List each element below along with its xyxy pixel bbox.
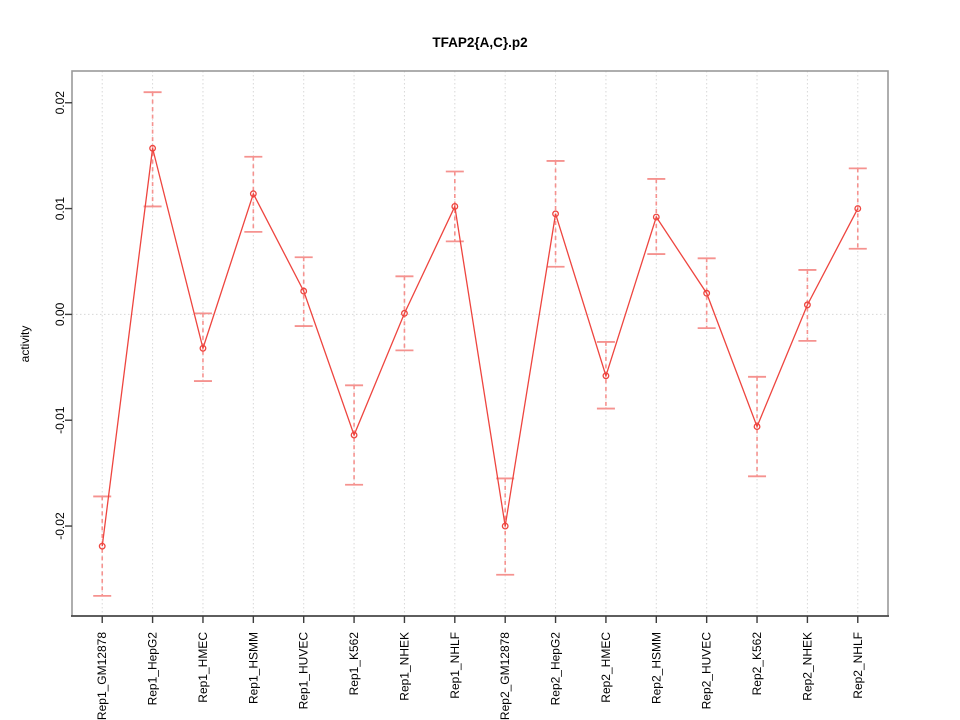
- data-point: [350, 431, 358, 439]
- data-point: [501, 522, 509, 530]
- x-tick-label: Rep1_HSMM: [246, 632, 260, 704]
- data-point: [602, 372, 610, 380]
- data-point: [98, 542, 106, 550]
- y-tick-label: -0.02: [53, 512, 67, 540]
- x-tick-label: Rep1_NHEK: [397, 632, 411, 701]
- data-point: [300, 287, 308, 295]
- y-axis-label: activity: [18, 326, 32, 363]
- data-point: [854, 205, 862, 213]
- series-line: [101, 148, 859, 547]
- data-point: [400, 309, 408, 317]
- chart-title: TFAP2{A,C}.p2: [432, 35, 527, 50]
- x-tick-label: Rep2_K562: [750, 632, 764, 696]
- data-point: [552, 210, 560, 218]
- x-tick-label: Rep1_HMEC: [196, 632, 210, 703]
- x-tick-label: Rep2_HUVEC: [700, 632, 714, 710]
- x-tick-label: Rep1_HepG2: [146, 632, 160, 706]
- x-tick-label: Rep2_GM12878: [498, 632, 512, 720]
- x-tick-label: Rep1_GM12878: [95, 632, 109, 720]
- x-tick-label: Rep1_NHLF: [448, 632, 462, 699]
- data-point: [149, 144, 157, 152]
- data-point: [249, 190, 257, 198]
- x-tick-label: Rep1_K562: [347, 632, 361, 696]
- x-tick-label: Rep2_HepG2: [549, 632, 563, 706]
- plot-area: -0.02 -0.01 0.00 0.01 0.02 Rep1_GM12878 Rep1_H…: [53, 70, 889, 720]
- plot-box: [71, 70, 889, 617]
- x-tick-label: Rep1_HUVEC: [297, 632, 311, 710]
- data-point: [451, 203, 459, 210]
- data-point: [753, 423, 761, 431]
- y-tick-label: -0.01: [53, 406, 67, 434]
- x-tick-label: Rep2_HMEC: [599, 632, 613, 703]
- y-tick-label: 0.01: [53, 197, 67, 221]
- data-point: [703, 289, 711, 297]
- y-tick-label: 0.00: [53, 302, 67, 326]
- data-point: [803, 301, 811, 309]
- x-tick-label: Rep2_NHLF: [851, 632, 865, 699]
- y-tick-label: 0.02: [53, 91, 67, 115]
- data-point: [199, 344, 207, 352]
- x-tick-label: Rep2_HSMM: [649, 632, 663, 704]
- data-point: [652, 213, 660, 221]
- x-tick-label: Rep2_NHEK: [800, 632, 814, 701]
